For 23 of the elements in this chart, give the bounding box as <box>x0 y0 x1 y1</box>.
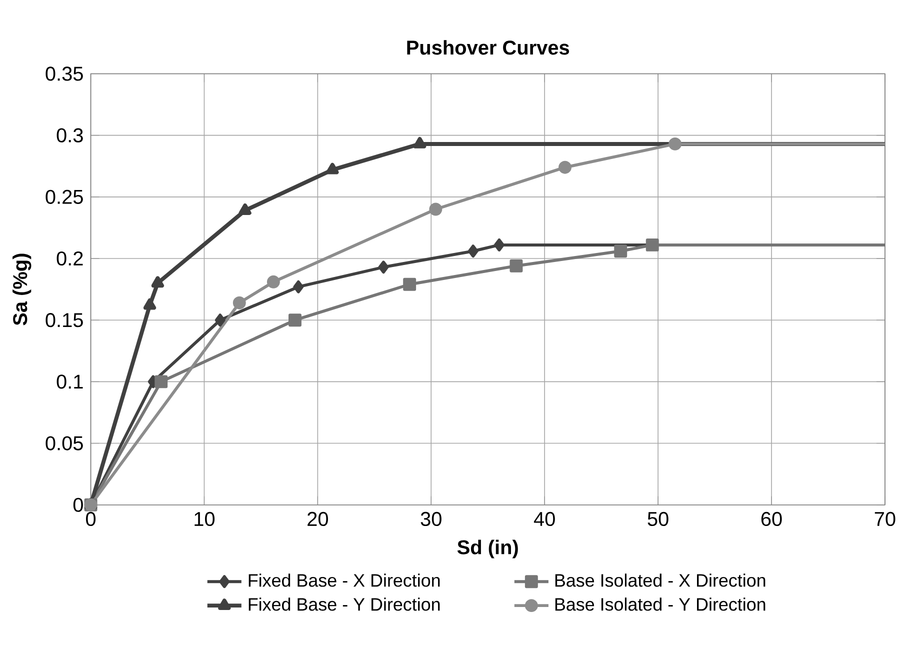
y-tick-label: 0.2 <box>56 251 83 266</box>
y-tick-label: 0.1 <box>56 374 83 389</box>
x-tick-label: 60 <box>761 512 782 526</box>
x-axis-title: Sd (in) <box>457 540 518 558</box>
x-tick-label: 50 <box>648 512 668 526</box>
x-tick-label: 0 <box>86 512 96 526</box>
x-tick-label: 70 <box>874 512 896 526</box>
legend-label: Fixed Base - Y Direction <box>248 597 440 611</box>
legend-label: Fixed Base - X Direction <box>248 573 440 587</box>
y-axis-title: Sa (%g) <box>12 254 32 326</box>
y-tick-label: 0.3 <box>56 128 83 142</box>
legend-label: Base Isolated - Y Direction <box>555 597 766 611</box>
y-tick-label: 0.25 <box>46 190 83 204</box>
x-tick-label: 30 <box>420 512 442 526</box>
x-tick-label: 20 <box>308 512 328 526</box>
y-tick-label: 0.05 <box>46 436 83 450</box>
y-tick-label: 0 <box>73 498 83 512</box>
chart-title: Pushover Curves <box>407 40 570 55</box>
x-tick-label: 40 <box>534 512 555 526</box>
y-tick-label: 0.15 <box>46 312 83 327</box>
legend-label: Base Isolated - X Direction <box>555 573 766 587</box>
x-tick-label: 10 <box>194 512 215 526</box>
y-tick-label: 0.35 <box>46 66 83 81</box>
